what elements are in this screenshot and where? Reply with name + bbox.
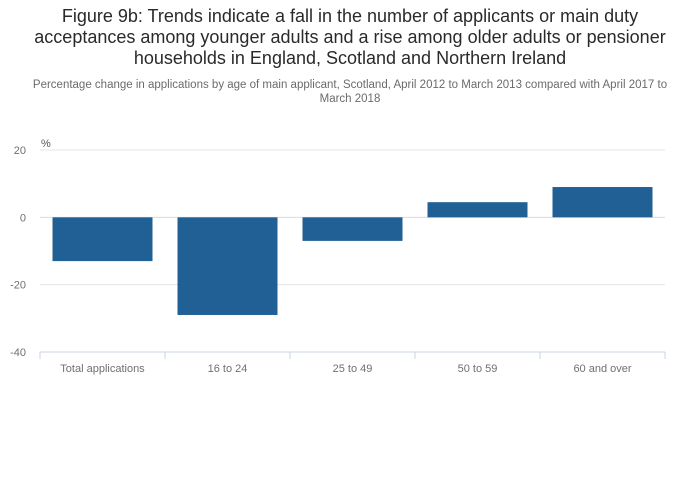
axes: 20 0 -20 -40 Total applications 16 to 24 25 to…: [10, 145, 666, 375]
x-tick-label: Total applications: [60, 363, 145, 375]
x-tick-label: 50 to 59: [458, 363, 498, 375]
bar: [177, 217, 278, 315]
bar: [427, 202, 528, 218]
chart-subtitle: Percentage change in applications by age…: [32, 79, 668, 105]
y-axis-unit-label: %: [41, 138, 51, 150]
bar: [52, 217, 153, 262]
bar: [552, 187, 653, 218]
bar: [302, 217, 403, 241]
y-tick-label: 0: [20, 212, 26, 224]
chart-title: Figure 9b: Trends indicate a fall in the…: [34, 6, 666, 68]
y-tick-label: 20: [14, 145, 26, 157]
x-tick-label: 25 to 49: [333, 363, 373, 375]
y-tick-label: -20: [10, 280, 26, 292]
bars: [52, 187, 653, 315]
y-tick-label: -40: [10, 347, 26, 359]
x-tick-label: 16 to 24: [208, 363, 248, 375]
x-tick-label: 60 and over: [573, 363, 631, 375]
